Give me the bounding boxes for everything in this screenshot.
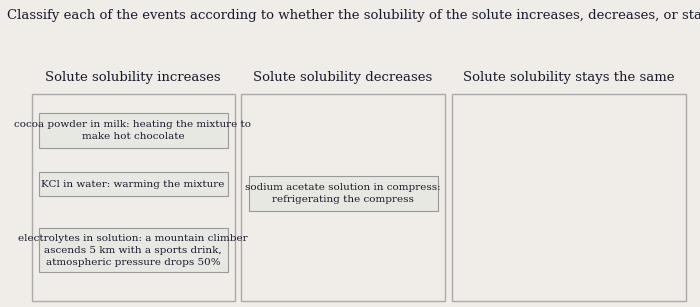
FancyBboxPatch shape — [248, 176, 438, 211]
FancyBboxPatch shape — [38, 228, 228, 273]
Text: electrolytes in solution: a mountain climber
ascends 5 km with a sports drink,
a: electrolytes in solution: a mountain cli… — [18, 234, 248, 266]
Text: Solute solubility increases: Solute solubility increases — [46, 71, 220, 84]
Text: Solute solubility stays the same: Solute solubility stays the same — [463, 71, 675, 84]
FancyBboxPatch shape — [38, 113, 228, 148]
FancyBboxPatch shape — [38, 172, 228, 196]
Text: sodium acetate solution in compress:
refrigerating the compress: sodium acetate solution in compress: ref… — [245, 183, 441, 204]
Text: cocoa powder in milk: heating the mixture to
make hot chocolate: cocoa powder in milk: heating the mixtur… — [15, 120, 251, 141]
Text: KCl in water: warming the mixture: KCl in water: warming the mixture — [41, 180, 225, 189]
Text: Solute solubility decreases: Solute solubility decreases — [253, 71, 433, 84]
Text: Classify each of the events according to whether the solubility of the solute in: Classify each of the events according to… — [7, 9, 700, 22]
